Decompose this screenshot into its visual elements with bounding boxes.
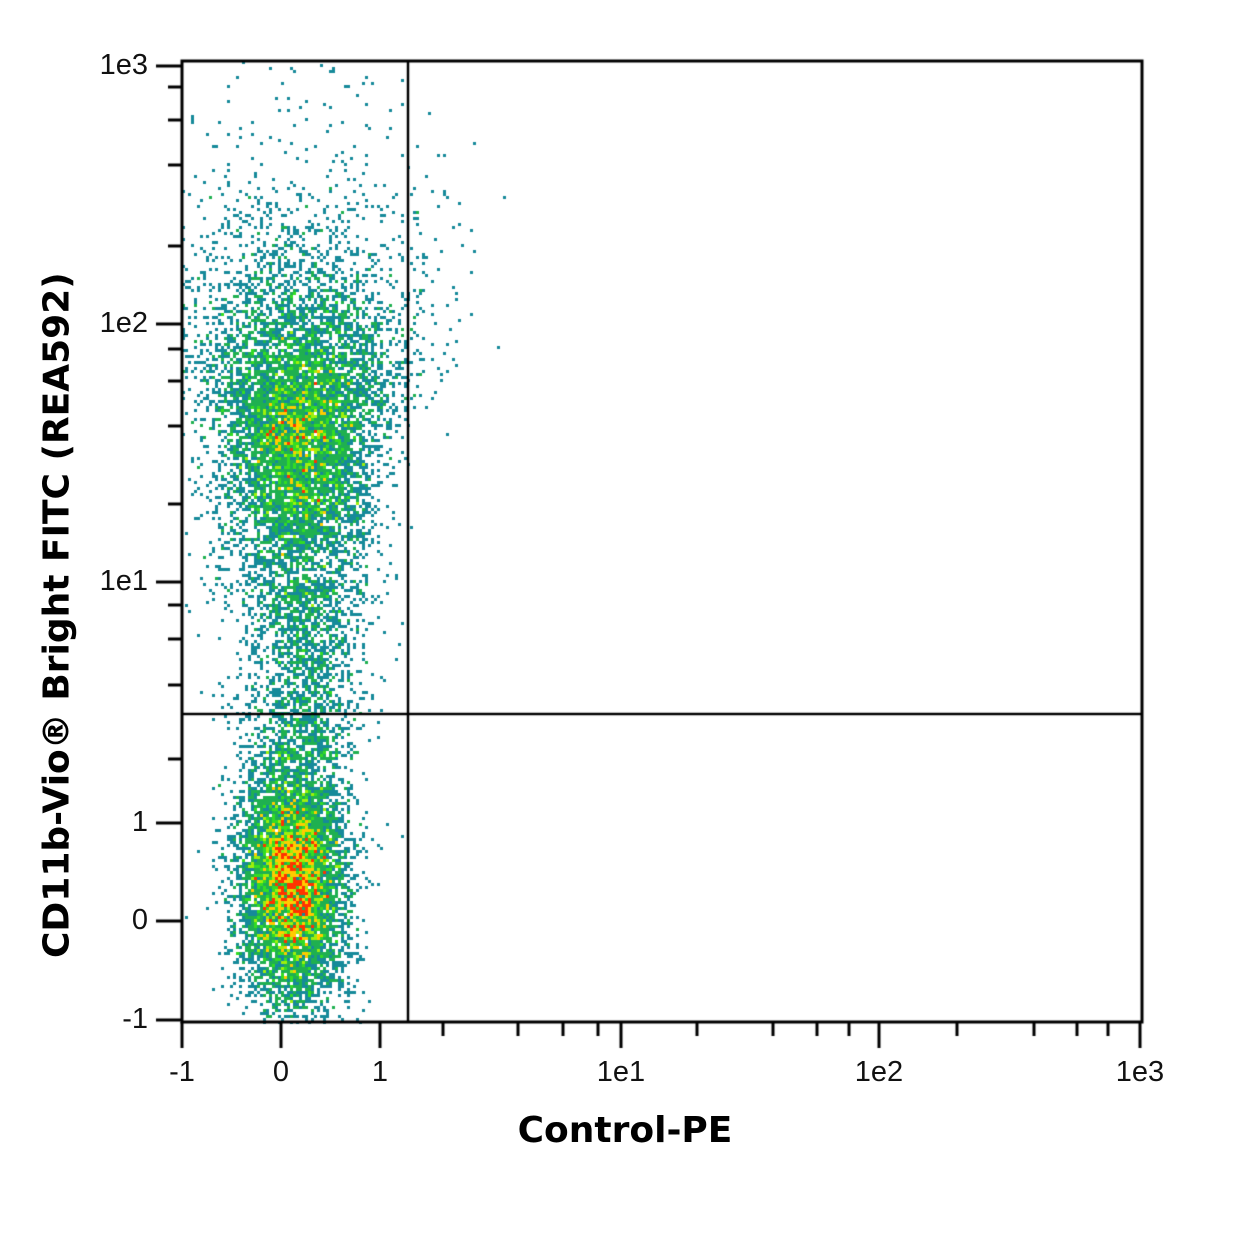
x-tick-label: 0 — [272, 1056, 290, 1088]
y-axis-title: CD11b-Vio® Bright FITC (REA592) — [36, 272, 78, 958]
x-tick-label: 1e2 — [854, 1056, 904, 1088]
y-tick-label: 1e1 — [99, 565, 148, 597]
y-tick-label: 1 — [131, 806, 148, 838]
x-tick-label: 1 — [371, 1056, 389, 1088]
x-tick-label: 1e3 — [1115, 1056, 1165, 1088]
y-tick-label: 1e2 — [99, 307, 148, 339]
x-axis-title: Control-PE — [517, 1110, 733, 1151]
x-tick-label: 1e1 — [596, 1056, 646, 1088]
y-tick-label: -1 — [122, 1003, 148, 1035]
y-tick-label: 0 — [131, 904, 148, 936]
x-tick-label: -1 — [169, 1056, 195, 1088]
y-tick-label: 1e3 — [99, 49, 148, 81]
